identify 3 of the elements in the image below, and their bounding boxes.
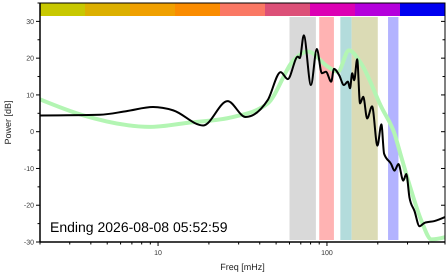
x-axis-title: Freq [mHz]: [220, 262, 265, 272]
annotation: Ending 2026-08-08 05:52:59: [50, 219, 228, 235]
y-axis-title: Power [dB]: [3, 100, 13, 145]
